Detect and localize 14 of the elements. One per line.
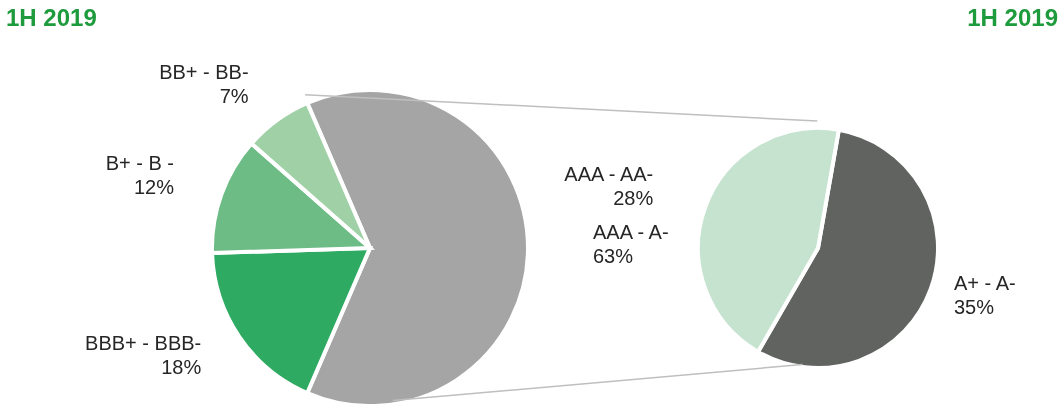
data-label: 7%	[219, 84, 249, 107]
slice-label: AAA - A-	[593, 221, 669, 243]
data-label: 18%	[161, 356, 202, 379]
data-label: 28%	[613, 186, 654, 209]
slice-label: BBB+ - BBB-	[85, 332, 202, 355]
data-label: 12%	[133, 176, 175, 199]
chart-title: 1H 2019	[967, 4, 1058, 32]
data-label: 35%	[953, 296, 995, 319]
slice-label: A+ - A-	[953, 272, 1016, 295]
data-label: 63%	[593, 245, 634, 267]
slice-label: B+ - B -	[105, 152, 174, 175]
slice-label: AAA - AA-	[564, 162, 654, 185]
chart-title: 1H 2019	[6, 4, 97, 32]
slice-label: BB+ - BB-	[159, 60, 249, 83]
